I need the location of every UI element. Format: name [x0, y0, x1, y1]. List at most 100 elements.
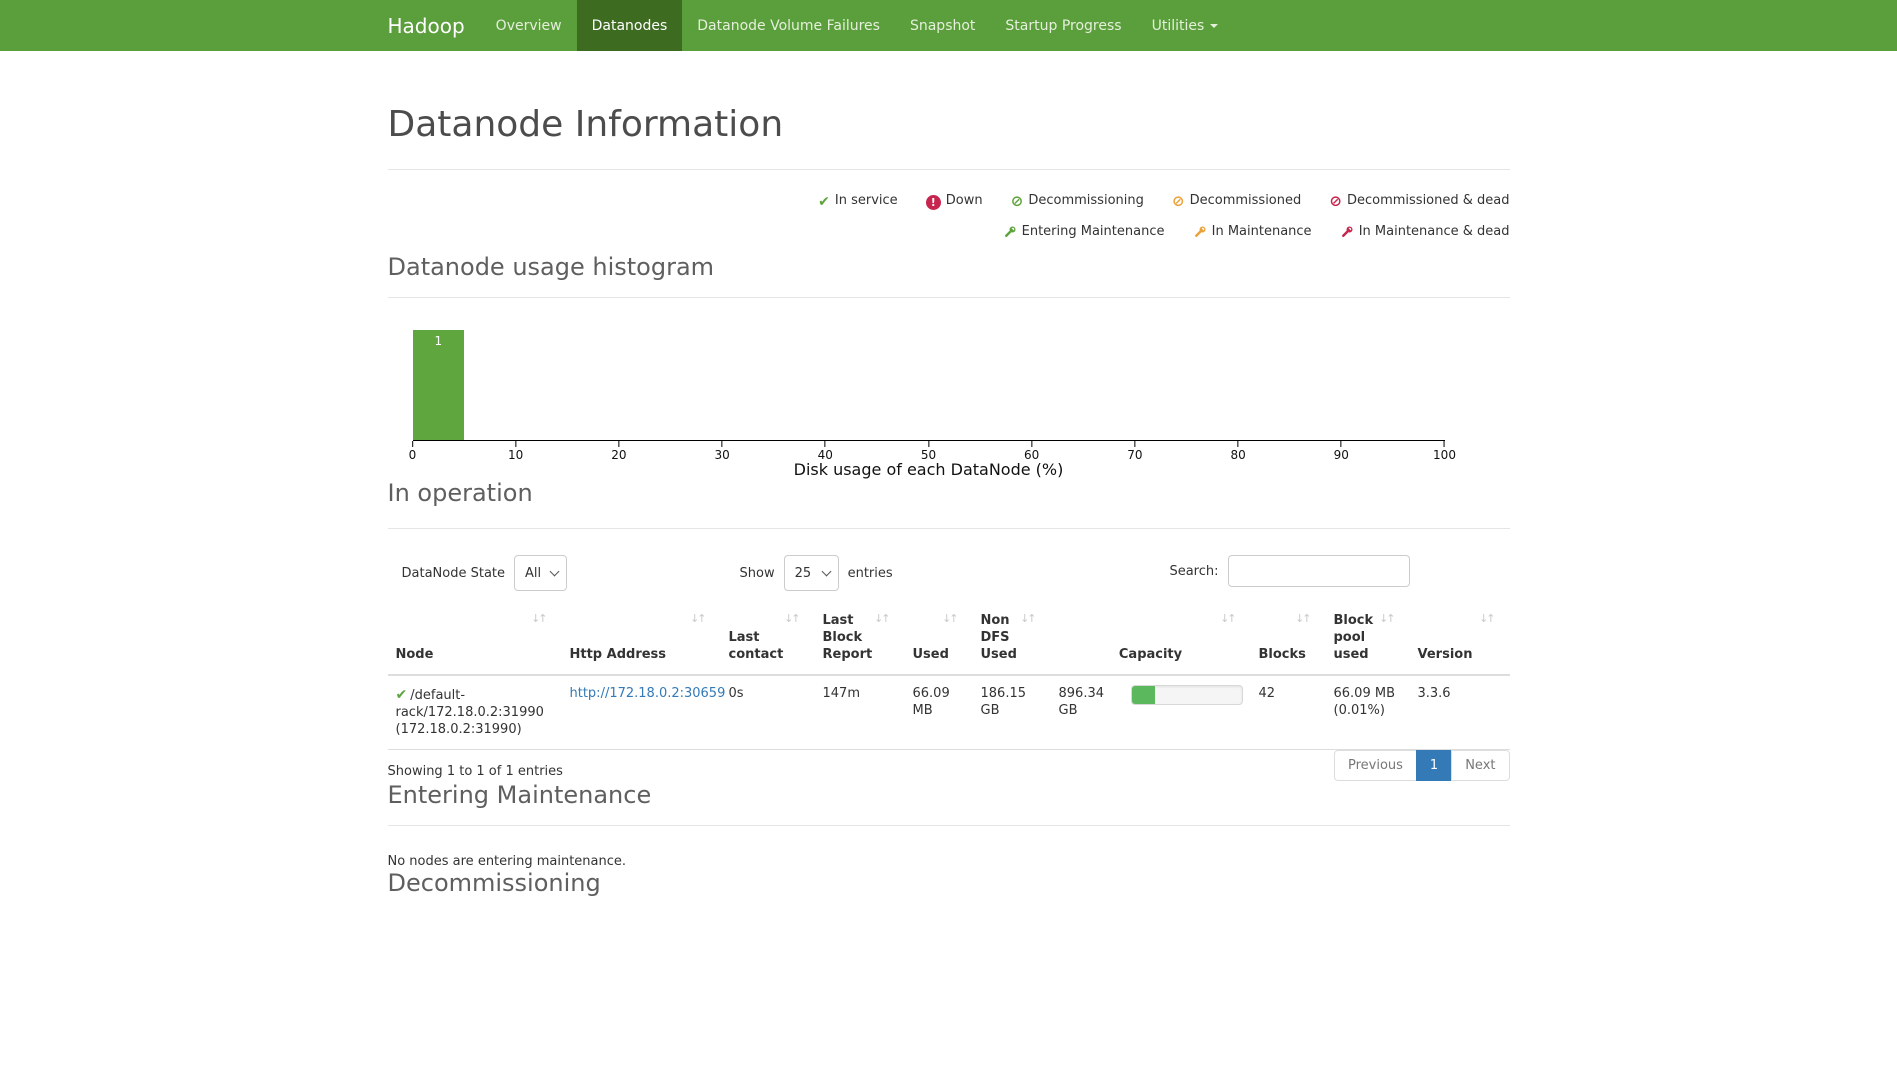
legend-in-maintenance: In Maintenance — [1193, 224, 1312, 239]
sort-icon[interactable]: ↓↑ — [942, 612, 959, 626]
cell-capacity: 896.34 GB — [1050, 674, 1251, 750]
column-header-version[interactable]: Version ↓↑ — [1409, 607, 1510, 676]
x-axis-tick: 20 — [611, 441, 627, 463]
nav-item-utilities-label: Utilities — [1151, 17, 1205, 34]
ban-icon: ⊘ — [1010, 191, 1024, 210]
wrench-icon — [1193, 223, 1207, 245]
cell-http-address: http://172.18.0.2:30659 — [561, 674, 725, 750]
column-header-last-block-report[interactable]: Last Block Report ↓↑ — [814, 607, 905, 676]
x-axis-tick: 30 — [714, 441, 730, 463]
page-1-button[interactable]: 1 — [1415, 749, 1453, 781]
show-label: Show — [739, 565, 775, 581]
search-control: Search: — [1169, 555, 1410, 588]
datanode-usage-histogram: 1 0 10 20 30 40 50 60 70 80 90 100 Disk … — [388, 330, 1510, 479]
legend-entering-maintenance: Entering Maintenance — [1003, 224, 1164, 239]
sort-icon[interactable]: ↓↑ — [1379, 612, 1396, 626]
x-axis-title: Disk usage of each DataNode (%) — [793, 460, 1064, 480]
sort-icon[interactable]: ↓↑ — [1220, 612, 1237, 626]
cell-blocks: 42 — [1250, 674, 1326, 750]
legend-down: ! Down — [925, 193, 983, 210]
nav-item-utilities[interactable]: Utilities — [1137, 0, 1234, 51]
previous-page-button[interactable]: Previous — [1333, 749, 1417, 781]
wrench-icon — [1003, 223, 1017, 245]
nav-item-startup-progress[interactable]: Startup Progress — [1005, 17, 1122, 34]
x-axis-tick: 90 — [1334, 441, 1349, 463]
wrench-icon — [1340, 223, 1354, 245]
datanode-state-select-wrap: All — [514, 555, 568, 592]
cell-last-block-report: 147m — [814, 674, 905, 750]
sort-icon[interactable]: ↓↑ — [531, 612, 548, 626]
sort-icon[interactable]: ↓↑ — [690, 612, 707, 626]
table-row: ✔/default-rack/172.18.0.2:31990 (172.18.… — [387, 674, 1510, 750]
sort-icon[interactable]: ↓↑ — [1479, 612, 1496, 626]
x-axis-tick: 10 — [508, 441, 523, 463]
ban-icon: ⊘ — [1329, 191, 1342, 210]
column-header-label: Last contact — [728, 630, 784, 662]
datanode-state-select[interactable]: All — [514, 555, 568, 592]
x-axis-tick: 40 — [818, 441, 833, 463]
entering-maintenance-section-title: Entering Maintenance — [387, 780, 652, 809]
nav-item-overview[interactable]: Overview — [495, 17, 562, 34]
decommissioning-section-title: Decommissioning — [387, 869, 601, 898]
x-axis: 0 10 20 30 40 50 60 70 80 90 100 — [409, 440, 1456, 464]
page-length-control: Show 25 entries — [739, 555, 893, 592]
nav-item-snapshot[interactable]: Snapshot — [909, 17, 976, 34]
column-header-label: Capacity — [1118, 646, 1183, 662]
column-header-label: Blocks — [1258, 646, 1306, 662]
http-address-link[interactable]: http://172.18.0.2:30659 — [569, 685, 726, 701]
in-operation-section-title: In operation — [387, 479, 533, 508]
datanode-state-control: DataNode State All — [401, 555, 568, 592]
caret-down-icon — [1210, 23, 1219, 28]
cell-used: 66.09 MB — [904, 674, 973, 750]
sort-icon[interactable]: ↓↑ — [1020, 612, 1037, 626]
legend-decommissioned-dead: ⊘ Decommissioned & dead — [1329, 191, 1509, 210]
page-length-select[interactable]: 25 — [783, 555, 839, 592]
sort-icon[interactable]: ↓↑ — [874, 612, 891, 626]
legend-label: In service — [834, 192, 898, 208]
x-axis-tick: 70 — [1127, 441, 1143, 463]
column-header-label: Node — [395, 646, 434, 662]
capacity-progress-bar — [1130, 684, 1243, 705]
entries-label: entries — [847, 565, 893, 581]
column-header-non-dfs-used[interactable]: Non DFS Used ↓↑ — [972, 607, 1051, 676]
column-header-used[interactable]: Used ↓↑ — [904, 607, 973, 676]
column-header-block-pool-used[interactable]: Block pool used ↓↑ — [1325, 607, 1410, 676]
sort-icon[interactable]: ↓↑ — [1295, 612, 1312, 626]
x-axis-tick: 60 — [1024, 441, 1039, 463]
legend-decommissioning: ⊘ Decommissioning — [1010, 191, 1144, 210]
table-header-row: Node ↓↑ Http Address ↓↑ Last contact ↓↑ Las… — [387, 607, 1510, 676]
title-divider — [387, 168, 1510, 170]
search-input[interactable] — [1227, 555, 1410, 588]
datanode-state-label: DataNode State — [401, 565, 506, 581]
column-header-last-contact[interactable]: Last contact ↓↑ — [720, 607, 815, 676]
column-header-label: Last Block Report — [822, 613, 873, 662]
legend-row: Entering Maintenance In Maintenance In M… — [388, 221, 1510, 245]
next-page-button[interactable]: Next — [1451, 749, 1510, 781]
capacity-value: 896.34 GB — [1058, 685, 1105, 718]
legend-in-maintenance-dead: In Maintenance & dead — [1340, 224, 1510, 239]
cell-last-contact: 0s — [720, 674, 815, 750]
node-name: /default-rack/172.18.0.2:31990 (172.18.0… — [395, 687, 544, 737]
table-controls: DataNode State All Show 25 entries Searc… — [388, 555, 1510, 592]
column-header-blocks[interactable]: Blocks ↓↑ — [1250, 607, 1326, 676]
table-footer: Showing 1 to 1 of 1 entries Previous 1 N… — [388, 749, 1510, 781]
brand-hadoop[interactable]: Hadoop — [387, 13, 465, 38]
column-header-label: Http Address — [569, 646, 667, 662]
legend-label: In Maintenance & dead — [1358, 223, 1510, 239]
histogram-section-title: Datanode usage histogram — [387, 252, 715, 281]
column-header-label: Version — [1417, 646, 1473, 662]
sort-icon[interactable]: ↓↑ — [784, 612, 801, 626]
nav-item-datanode-volume-failures[interactable]: Datanode Volume Failures — [697, 17, 880, 34]
column-header-label: Non DFS Used — [980, 613, 1017, 662]
column-header-capacity[interactable]: Capacity ↓↑ — [1050, 607, 1251, 676]
section-divider — [387, 528, 1510, 530]
column-header-http-address[interactable]: Http Address ↓↑ — [561, 607, 721, 676]
histogram-plot-area: 1 — [412, 330, 1445, 441]
top-navbar: Hadoop Overview Datanodes Datanode Volum… — [0, 0, 1897, 51]
search-label: Search: — [1169, 563, 1219, 579]
column-header-node[interactable]: Node ↓↑ — [387, 607, 562, 676]
entering-maintenance-empty-text: No nodes are entering maintenance. — [387, 854, 627, 870]
nav-item-datanodes[interactable]: Datanodes — [576, 0, 683, 51]
x-axis-tick: 50 — [921, 441, 936, 463]
legend-decommissioned: ⊘ Decommissioned — [1172, 193, 1301, 209]
